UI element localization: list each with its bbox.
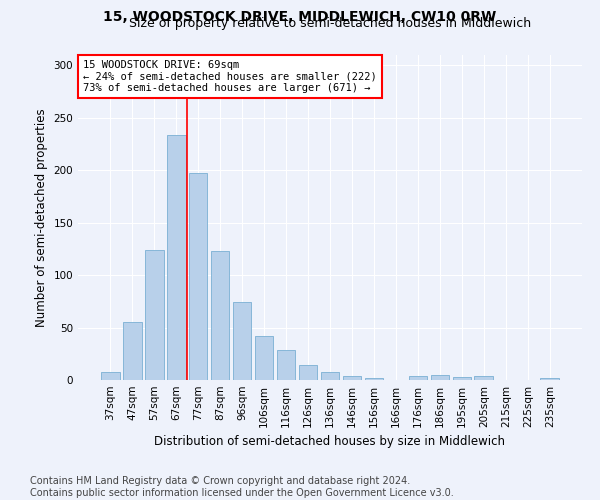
- Title: Size of property relative to semi-detached houses in Middlewich: Size of property relative to semi-detach…: [129, 17, 531, 30]
- Text: 15, WOODSTOCK DRIVE, MIDDLEWICH, CW10 0RW: 15, WOODSTOCK DRIVE, MIDDLEWICH, CW10 0R…: [103, 10, 497, 24]
- Bar: [409, 376, 427, 380]
- Bar: [211, 251, 229, 380]
- Bar: [320, 372, 340, 380]
- Text: Contains HM Land Registry data © Crown copyright and database right 2024.
Contai: Contains HM Land Registry data © Crown c…: [30, 476, 454, 498]
- Bar: [277, 350, 295, 380]
- Bar: [145, 250, 164, 380]
- Bar: [189, 174, 208, 380]
- Bar: [233, 302, 251, 380]
- Bar: [475, 376, 493, 380]
- X-axis label: Distribution of semi-detached houses by size in Middlewich: Distribution of semi-detached houses by …: [155, 436, 505, 448]
- Y-axis label: Number of semi-detached properties: Number of semi-detached properties: [35, 108, 48, 327]
- Text: 15 WOODSTOCK DRIVE: 69sqm
← 24% of semi-detached houses are smaller (222)
73% of: 15 WOODSTOCK DRIVE: 69sqm ← 24% of semi-…: [83, 60, 377, 93]
- Bar: [431, 375, 449, 380]
- Bar: [452, 377, 471, 380]
- Bar: [123, 322, 142, 380]
- Bar: [101, 372, 119, 380]
- Bar: [167, 134, 185, 380]
- Bar: [343, 376, 361, 380]
- Bar: [541, 378, 559, 380]
- Bar: [365, 378, 383, 380]
- Bar: [299, 366, 317, 380]
- Bar: [255, 336, 274, 380]
